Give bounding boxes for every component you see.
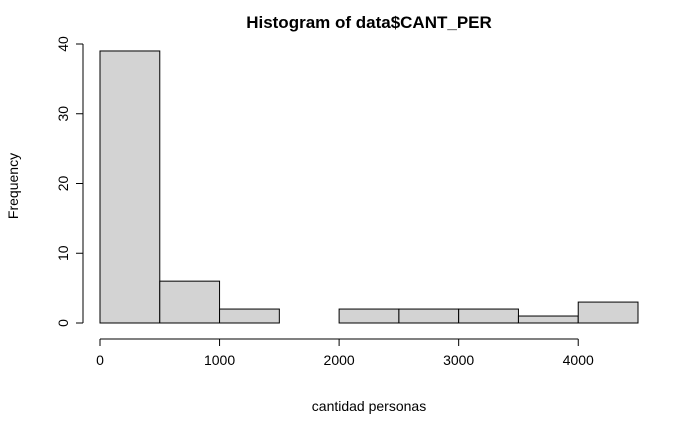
histogram-bar — [398, 308, 460, 324]
y-axis: 0 10 20 30 40 — [55, 36, 84, 327]
x-axis-label: cantidad personas — [312, 398, 426, 414]
histogram-bar — [99, 50, 161, 324]
chart-title: Histogram of data$CANT_PER — [246, 13, 492, 32]
histogram-bar — [338, 308, 400, 324]
y-tick-label: 40 — [55, 36, 71, 52]
bars-group — [99, 50, 639, 324]
histogram-bar — [159, 280, 221, 324]
y-tick-label: 20 — [55, 176, 71, 192]
y-tick-label: 10 — [55, 245, 71, 261]
histogram-bar — [458, 308, 519, 324]
x-tick-label: 0 — [96, 352, 104, 368]
histogram-bar — [219, 308, 280, 324]
x-tick-label: 3000 — [443, 352, 474, 368]
y-tick-label: 0 — [55, 319, 71, 327]
y-tick-label: 30 — [55, 106, 71, 122]
x-tick-label: 2000 — [324, 352, 355, 368]
histogram-bar — [577, 301, 639, 324]
x-tick-label: 4000 — [563, 352, 594, 368]
x-tick-label: 1000 — [204, 352, 235, 368]
y-axis-label: Frequency — [5, 153, 21, 219]
histogram-bar — [517, 315, 579, 324]
x-axis: 0 1000 2000 3000 4000 — [96, 338, 594, 368]
